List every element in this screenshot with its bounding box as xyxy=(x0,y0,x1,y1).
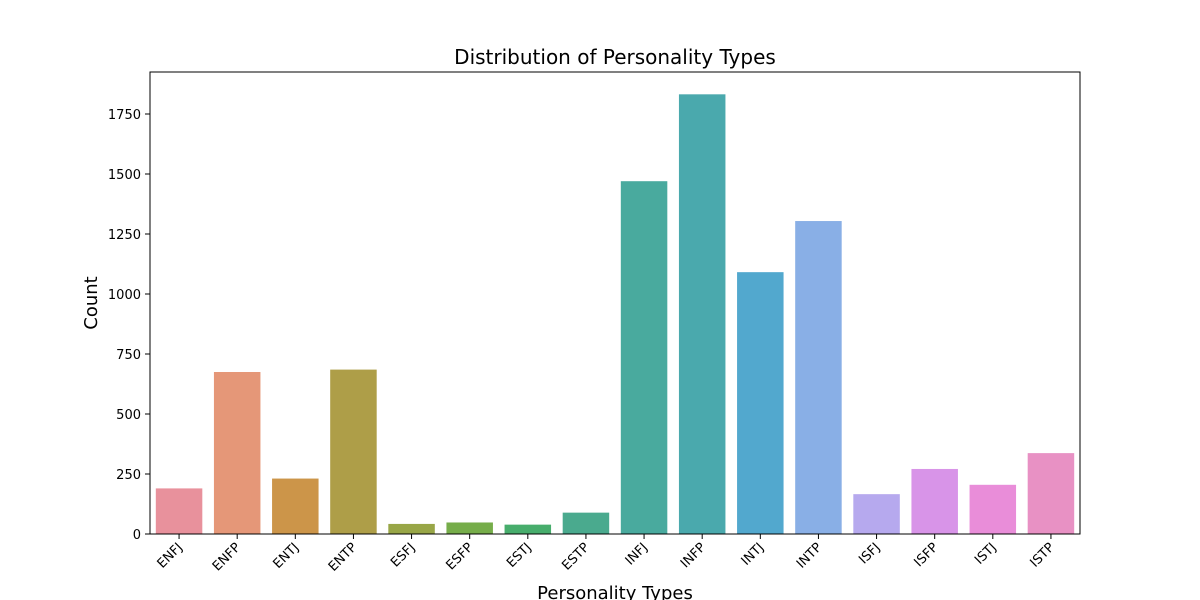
bar-entp xyxy=(330,369,377,534)
y-tick-label-1750: 1750 xyxy=(108,108,141,123)
bars-group xyxy=(155,94,1075,535)
bar-isfj xyxy=(853,494,900,534)
y-tick-label-1000: 1000 xyxy=(108,288,141,303)
bar-infp xyxy=(678,94,726,534)
y-tick-label-250: 250 xyxy=(116,468,141,483)
y-tick-label-1250: 1250 xyxy=(108,228,141,243)
x-tick-label-isfp: ISFP xyxy=(912,540,942,570)
y-tick-label-750: 750 xyxy=(116,348,141,363)
x-tick-label-enfj: ENFJ xyxy=(155,540,186,571)
x-tick-label-infj: INFJ xyxy=(623,540,651,568)
bar-esfj xyxy=(388,523,435,534)
x-tick-label-enfp: ENFP xyxy=(210,540,244,574)
y-axis: 0 250 500 750 1000 1250 1500 1750 xyxy=(108,108,150,543)
x-tick-label-istp: ISTP xyxy=(1027,540,1057,570)
bar-intj xyxy=(737,272,784,534)
x-tick-label-esfj: ESFJ xyxy=(388,540,418,570)
y-axis-label: Count xyxy=(81,276,102,329)
bar-istj xyxy=(969,484,1017,534)
bar-infj xyxy=(620,181,668,534)
bar-estp xyxy=(562,512,610,534)
x-tick-label-intp: INTP xyxy=(794,540,825,571)
x-tick-label-esfp: ESFP xyxy=(443,540,476,573)
x-tick-label-estj: ESTJ xyxy=(504,540,535,571)
bar-entj xyxy=(272,478,319,534)
bar-enfp xyxy=(213,372,261,534)
x-axis-label: Personality Types xyxy=(537,583,693,600)
y-tick-label-1500: 1500 xyxy=(108,168,141,183)
x-tick-label-istj: ISTJ xyxy=(972,540,999,567)
bar-estj xyxy=(504,524,552,534)
bar-isfp xyxy=(911,468,958,534)
x-tick-label-intj: INTJ xyxy=(739,540,768,569)
bar-enfj xyxy=(155,488,203,534)
chart-title: Distribution of Personality Types xyxy=(454,45,776,69)
bar-istp xyxy=(1027,453,1075,534)
plot-frame xyxy=(149,71,1081,535)
x-tick-label-infp: INFP xyxy=(678,540,709,571)
bar-esfp xyxy=(446,522,493,534)
x-tick-label-entp: ENTP xyxy=(326,540,361,575)
y-tick-label-500: 500 xyxy=(116,408,141,423)
y-tick-label-0: 0 xyxy=(133,528,141,543)
x-tick-label-isfj: ISFJ xyxy=(856,540,883,567)
x-tick-label-entj: ENTJ xyxy=(271,540,303,572)
x-tick-label-estp: ESTP xyxy=(559,540,593,574)
bar-intp xyxy=(795,221,842,535)
x-axis: ENFJ ENFP ENTJ ENTP ESFJ ESFP ESTJ ESTP INFJ INFP… xyxy=(155,534,1058,575)
